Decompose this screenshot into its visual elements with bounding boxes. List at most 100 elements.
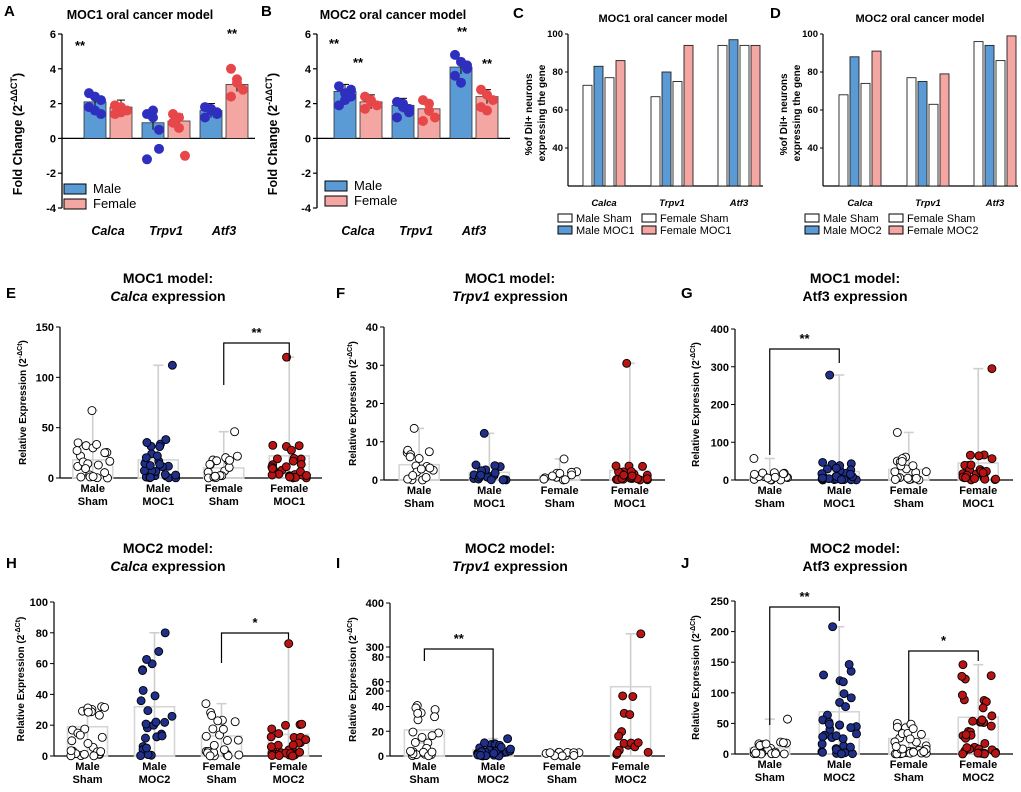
data-point — [761, 739, 771, 749]
data-point — [418, 116, 428, 126]
data-point — [892, 427, 902, 437]
bar-female-sham — [739, 44, 750, 187]
y-tick-label: 4 — [305, 64, 312, 76]
data-point — [560, 475, 570, 485]
data-point — [427, 731, 437, 741]
data-point — [618, 691, 628, 701]
panel-d-ylabel-1: %of DiI+ neurons — [779, 73, 790, 155]
data-point — [105, 456, 115, 466]
x-label-line2: Sham — [207, 774, 237, 786]
data-point — [749, 454, 759, 463]
data-point — [828, 622, 838, 632]
y-tick-label: 80 — [552, 67, 563, 78]
bar-male-sham — [717, 44, 728, 187]
data-point — [142, 743, 151, 753]
data-point — [539, 474, 549, 484]
y-tick-label: 400 — [711, 324, 729, 336]
data-point — [142, 154, 152, 165]
y-tick-label: 300 — [366, 642, 384, 654]
data-point — [980, 738, 990, 748]
y-axis-label: Relative Expression (2-ΔCt) — [690, 615, 702, 740]
panel-b-letter: B — [261, 3, 272, 20]
data-point — [890, 474, 900, 484]
data-point — [839, 689, 849, 699]
data-point — [627, 471, 637, 481]
data-point — [430, 112, 440, 123]
legend-female-moc-swatch — [888, 225, 904, 235]
data-point — [427, 747, 437, 757]
x-label-line1: Male — [81, 483, 105, 495]
panel-j-svg: J MOC2 model: Atf3 expression Relative Expr… — [681, 540, 1013, 784]
x-label-line2: MOC1 — [614, 498, 646, 510]
data-point — [905, 734, 915, 744]
data-point — [154, 647, 164, 656]
panel-d-letter: D — [770, 5, 781, 22]
data-point — [961, 473, 971, 483]
data-point — [288, 751, 298, 761]
bar-female-sham — [995, 60, 1006, 187]
data-point — [424, 98, 434, 109]
x-label-line2: MOC1 — [273, 496, 305, 508]
data-point — [266, 742, 276, 752]
panel-a-cat-1: Trpv1 — [149, 224, 183, 238]
x-label-line1: Male — [75, 761, 99, 773]
data-point — [302, 471, 311, 480]
panel-j-letter: J — [681, 555, 689, 572]
data-point — [294, 441, 304, 451]
panel-c-legend-1: Female Sham — [660, 213, 728, 225]
y-tick-label: 30 — [366, 360, 378, 372]
panel-a-letter: A — [4, 3, 15, 20]
data-point — [416, 464, 426, 474]
data-point — [160, 628, 170, 638]
panel-d-legend-0: Male Sham — [823, 213, 879, 225]
data-point — [150, 691, 160, 701]
panel-j-title-1: MOC2 model: — [810, 540, 900, 556]
data-point — [295, 747, 305, 757]
x-label-line1: Female — [890, 485, 928, 497]
y-tick-label: 300 — [711, 362, 729, 374]
bar-male-moc1 — [593, 65, 604, 187]
y-tick-label: 80 — [807, 67, 818, 78]
x-label-line1: Male — [146, 483, 170, 495]
data-point — [824, 719, 834, 729]
data-point — [819, 670, 828, 680]
y-tick-label: 0 — [48, 473, 54, 485]
legend-female-swatch — [324, 195, 348, 207]
bar-female-sham — [604, 77, 615, 187]
y-tick-label: 20 — [366, 399, 378, 411]
data-point — [844, 659, 854, 669]
data-point — [957, 671, 967, 681]
legend-female-moc-swatch — [641, 225, 657, 235]
bar-male-moc2 — [984, 44, 995, 187]
data-point — [987, 711, 997, 721]
panel-b-cat-0: Calca — [341, 224, 374, 238]
data-point — [569, 750, 579, 760]
x-label-line1: Male — [412, 761, 436, 773]
bar-male-moc1 — [661, 71, 672, 187]
y-axis-label-close: ) — [18, 340, 29, 343]
data-point — [919, 747, 929, 757]
panel-c-legend-2: Male MOC1 — [576, 225, 635, 237]
significance-stars: ** — [251, 325, 262, 340]
x-label-line2: MOC1 — [962, 498, 994, 510]
data-point — [406, 746, 415, 756]
y-tick-label: 0 — [723, 749, 729, 761]
data-point — [296, 459, 306, 469]
panel-g-svg: G MOC1 model: Atf3 expression Relative Expr… — [681, 270, 1013, 510]
data-point — [160, 470, 170, 479]
svg-text:Fold Change (2-ΔΔCT): Fold Change (2-ΔΔCT) — [264, 73, 280, 195]
data-point — [643, 747, 653, 757]
data-point — [212, 107, 222, 118]
data-point — [977, 715, 987, 725]
data-point — [226, 63, 236, 74]
data-point — [771, 749, 781, 759]
y-axis-label: Relative Expression (2-ΔCt) — [15, 617, 27, 742]
data-point — [404, 103, 414, 114]
data-point — [471, 460, 481, 470]
svg-text:%of DiI+ neurons express: %of DiI+ neurons expressing the gene — [524, 64, 548, 161]
data-point — [96, 747, 106, 756]
legend-female-sham-swatch — [888, 213, 904, 223]
x-label-line1: Female — [959, 485, 997, 497]
panel-h-title-2: Calca expression — [110, 558, 225, 574]
data-point — [891, 742, 901, 751]
